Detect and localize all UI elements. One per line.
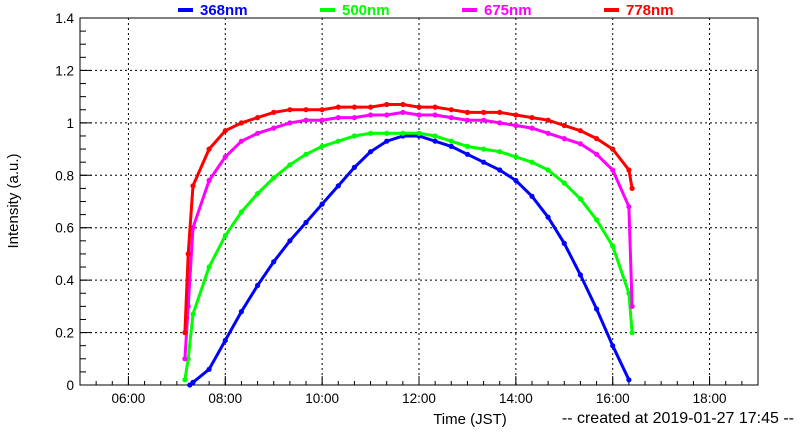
y-tick-label: 0.8 — [55, 168, 74, 183]
x-tick-label: 06:00 — [112, 391, 146, 406]
data-points — [182, 101, 635, 388]
x-tick-label: 10:00 — [305, 391, 339, 406]
y-axis-title: Intensity (a.u.) — [5, 153, 22, 248]
y-tick-label: 0.6 — [55, 221, 74, 236]
y-tick-label: 1.4 — [55, 11, 74, 26]
series-778nm — [182, 101, 635, 336]
legend-label: 675nm — [484, 2, 532, 19]
series-500nm — [182, 130, 635, 383]
y-tick-label: 0 — [66, 378, 74, 393]
axis-ticks: 06:00 08:00 10:00 12:00 14:00 16:00 18:00 0 0.2 0… — [55, 11, 759, 406]
legend-label: 500nm — [342, 2, 390, 19]
series-line — [183, 110, 634, 359]
creation-timestamp: -- created at 2019-01-27 17:45 -- — [561, 410, 794, 427]
series-675nm — [182, 109, 635, 362]
x-tick-label: 12:00 — [402, 391, 436, 406]
y-tick-label: 0.2 — [55, 326, 74, 341]
x-tick-label: 16:00 — [596, 391, 630, 406]
x-tick-label: 08:00 — [208, 391, 242, 406]
y-tick-label: 1 — [66, 116, 74, 131]
series-line — [188, 134, 631, 387]
legend-label: 368nm — [200, 2, 248, 19]
x-axis-title: Time (JST) — [433, 411, 507, 428]
y-tick-label: 1.2 — [55, 63, 74, 78]
series-line — [183, 131, 634, 381]
y-tick-label: 0.4 — [55, 273, 74, 288]
series-368nm — [187, 133, 632, 388]
legend: 368nm 500nm 675nm 778nm — [178, 2, 674, 19]
series-line — [183, 103, 634, 333]
x-tick-label: 14:00 — [499, 391, 533, 406]
x-tick-label: 18:00 — [693, 391, 727, 406]
legend-label: 778nm — [626, 2, 674, 19]
